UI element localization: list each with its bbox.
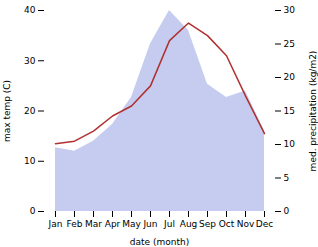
svg-text:Jan: Jan <box>48 219 63 229</box>
svg-text:5: 5 <box>284 173 290 183</box>
svg-text:Oct: Oct <box>219 219 235 229</box>
svg-text:Jul: Jul <box>163 219 175 229</box>
svg-text:0: 0 <box>284 206 290 216</box>
svg-text:Jun: Jun <box>142 219 157 229</box>
svg-text:Nov: Nov <box>237 219 255 229</box>
svg-text:20: 20 <box>24 106 36 116</box>
svg-text:25: 25 <box>284 39 295 49</box>
svg-text:Dec: Dec <box>256 219 273 229</box>
svg-text:max temp (C): max temp (C) <box>2 80 12 142</box>
svg-text:May: May <box>122 219 141 229</box>
svg-text:Apr: Apr <box>105 219 121 229</box>
svg-text:40: 40 <box>24 5 36 15</box>
svg-text:Sep: Sep <box>199 219 216 229</box>
svg-text:med. precipitation (kg/m2): med. precipitation (kg/m2) <box>308 51 318 172</box>
svg-text:0: 0 <box>30 206 36 216</box>
svg-text:date (month): date (month) <box>130 237 189 247</box>
svg-text:Mar: Mar <box>85 219 102 229</box>
svg-text:Feb: Feb <box>67 219 83 229</box>
svg-text:20: 20 <box>284 72 296 82</box>
svg-text:30: 30 <box>284 5 296 15</box>
svg-text:10: 10 <box>284 139 296 149</box>
svg-text:Aug: Aug <box>180 219 198 229</box>
svg-text:10: 10 <box>24 156 36 166</box>
svg-text:15: 15 <box>284 106 295 116</box>
svg-text:30: 30 <box>24 56 36 66</box>
